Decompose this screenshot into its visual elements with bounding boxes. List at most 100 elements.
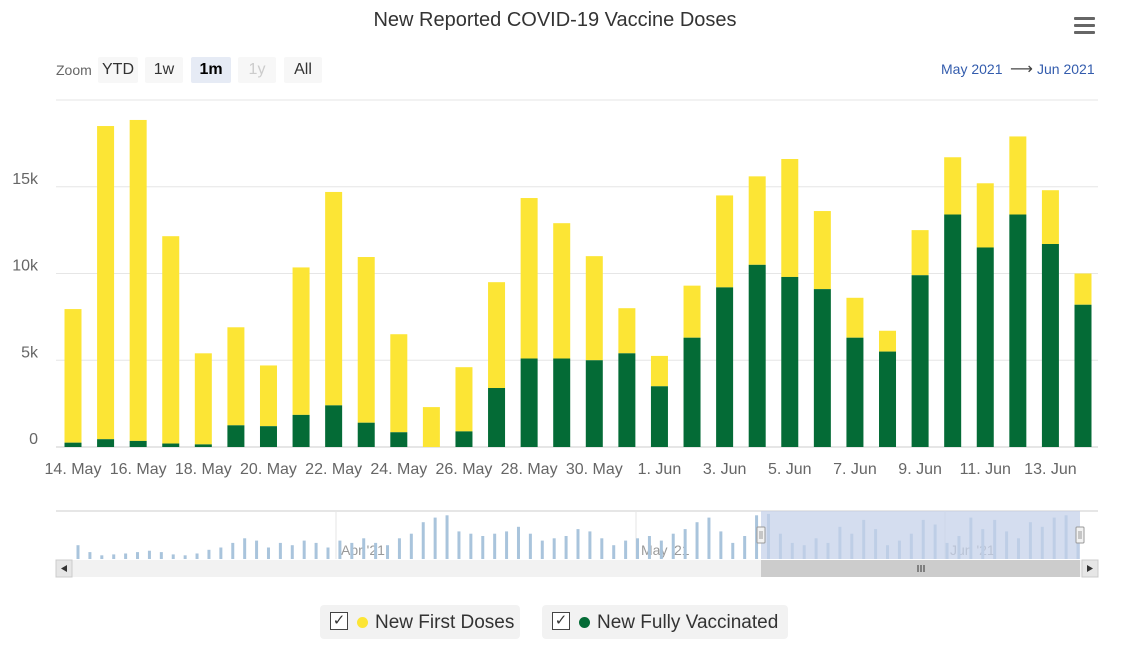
navigator-bar <box>76 545 80 559</box>
bar-first-doses[interactable] <box>781 158 799 277</box>
bar-fully-vaccinated[interactable] <box>1041 244 1059 447</box>
bar-fully-vaccinated[interactable] <box>227 425 245 447</box>
bar-fully-vaccinated[interactable] <box>976 247 994 447</box>
bar-fully-vaccinated[interactable] <box>553 358 571 447</box>
bar-fully-vaccinated[interactable] <box>162 443 180 447</box>
bar-fully-vaccinated[interactable] <box>1009 214 1027 447</box>
legend-item-fully-vaccinated[interactable]: ✓ New Fully Vaccinated <box>542 605 788 639</box>
bar-first-doses[interactable] <box>325 191 343 406</box>
bar-fully-vaccinated[interactable] <box>618 353 636 447</box>
y-tick-label: 10k <box>12 258 39 275</box>
bar-fully-vaccinated[interactable] <box>781 276 799 447</box>
range-from-input[interactable]: May 2021 <box>941 61 1003 77</box>
bar-first-doses[interactable] <box>585 256 603 361</box>
bar-fully-vaccinated[interactable] <box>520 358 538 447</box>
checkbox-icon[interactable]: ✓ <box>330 612 348 630</box>
navigator-bar <box>386 545 390 559</box>
bar-fully-vaccinated[interactable] <box>846 337 864 447</box>
chart-menu-button[interactable] <box>1068 12 1102 40</box>
navigator-bar <box>397 538 401 559</box>
bar-fully-vaccinated[interactable] <box>390 432 408 447</box>
bar-first-doses[interactable] <box>944 157 962 215</box>
bar-first-doses[interactable] <box>292 267 310 415</box>
navigator-bar <box>255 540 259 559</box>
navigator[interactable]: Apr '21May '21Jun '21 <box>55 510 1099 578</box>
navigator-handle[interactable] <box>1075 526 1085 544</box>
bar-first-doses[interactable] <box>976 183 994 248</box>
bar-fully-vaccinated[interactable] <box>292 414 310 447</box>
navigator-bar <box>493 533 497 559</box>
bar-first-doses[interactable] <box>455 367 473 432</box>
bar-fully-vaccinated[interactable] <box>325 405 343 447</box>
checkbox-icon[interactable]: ✓ <box>552 612 570 630</box>
bar-first-doses[interactable] <box>488 282 506 389</box>
bar-fully-vaccinated[interactable] <box>194 444 212 447</box>
bar-first-doses[interactable] <box>194 353 212 445</box>
navigator-bar <box>516 526 520 559</box>
navigator-handle[interactable] <box>756 526 766 544</box>
bar-first-doses[interactable] <box>520 198 538 359</box>
bar-fully-vaccinated[interactable] <box>455 431 473 447</box>
y-tick-label: 5k <box>21 344 39 361</box>
bar-series[interactable] <box>64 119 1092 447</box>
bar-fully-vaccinated[interactable] <box>748 264 766 447</box>
range-to-input[interactable]: Jun 2021 <box>1037 61 1095 77</box>
bar-first-doses[interactable] <box>1041 190 1059 245</box>
x-tick-label: 5. Jun <box>768 461 812 478</box>
bar-fully-vaccinated[interactable] <box>879 351 897 447</box>
bar-fully-vaccinated[interactable] <box>716 287 734 447</box>
bar-first-doses[interactable] <box>1074 273 1092 305</box>
bar-first-doses[interactable] <box>716 195 734 288</box>
legend-item-first-doses[interactable]: ✓ New First Doses <box>320 605 520 639</box>
bar-first-doses[interactable] <box>422 407 440 447</box>
bar-first-doses[interactable] <box>129 119 147 441</box>
bar-first-doses[interactable] <box>650 355 668 387</box>
x-tick-label: 13. Jun <box>1024 461 1076 478</box>
bar-fully-vaccinated[interactable] <box>650 386 668 447</box>
bar-first-doses[interactable] <box>64 309 82 443</box>
bar-first-doses[interactable] <box>813 211 831 290</box>
x-tick-label: 16. May <box>110 461 167 478</box>
bar-fully-vaccinated[interactable] <box>129 440 147 447</box>
bar-first-doses[interactable] <box>227 327 245 426</box>
bar-first-doses[interactable] <box>1009 136 1027 215</box>
navigator-bar <box>302 540 306 559</box>
bar-fully-vaccinated[interactable] <box>944 214 962 447</box>
bar-fully-vaccinated[interactable] <box>488 388 506 447</box>
bar-fully-vaccinated[interactable] <box>1074 304 1092 447</box>
bar-first-doses[interactable] <box>846 297 864 338</box>
navigator-bar <box>636 538 640 559</box>
bar-first-doses[interactable] <box>390 334 408 433</box>
bar-first-doses[interactable] <box>683 285 701 338</box>
bar-fully-vaccinated[interactable] <box>911 275 929 447</box>
navigator-bar <box>481 536 485 559</box>
zoom-button-all[interactable]: All <box>284 57 322 83</box>
zoom-button-1m[interactable]: 1m <box>191 57 231 83</box>
bar-first-doses[interactable] <box>618 308 636 354</box>
bar-fully-vaccinated[interactable] <box>97 439 115 447</box>
bar-fully-vaccinated[interactable] <box>813 289 831 447</box>
bar-first-doses[interactable] <box>553 223 571 359</box>
bar-first-doses[interactable] <box>748 176 766 265</box>
bar-fully-vaccinated[interactable] <box>259 426 277 447</box>
x-tick-label: 24. May <box>370 461 427 478</box>
bar-fully-vaccinated[interactable] <box>357 422 375 447</box>
bar-first-doses[interactable] <box>911 230 929 276</box>
x-tick-label: 11. Jun <box>960 461 1011 478</box>
bar-first-doses[interactable] <box>162 236 180 444</box>
zoom-button-ytd[interactable]: YTD <box>98 57 138 83</box>
bar-first-doses[interactable] <box>97 126 115 440</box>
navigator-selection[interactable] <box>761 511 1080 559</box>
bar-fully-vaccinated[interactable] <box>683 337 701 447</box>
bar-first-doses[interactable] <box>259 365 277 427</box>
range-arrow-icon: ⟶ <box>1010 61 1033 78</box>
navigator-bar <box>290 545 294 559</box>
bar-first-doses[interactable] <box>879 330 897 352</box>
bar-first-doses[interactable] <box>357 257 375 423</box>
zoom-button-1w[interactable]: 1w <box>145 57 183 83</box>
x-tick-label: 30. May <box>566 461 623 478</box>
hamburger-line <box>1074 24 1095 27</box>
bar-fully-vaccinated[interactable] <box>585 360 603 447</box>
arrow-right-icon <box>1087 565 1093 572</box>
bar-fully-vaccinated[interactable] <box>64 442 82 447</box>
